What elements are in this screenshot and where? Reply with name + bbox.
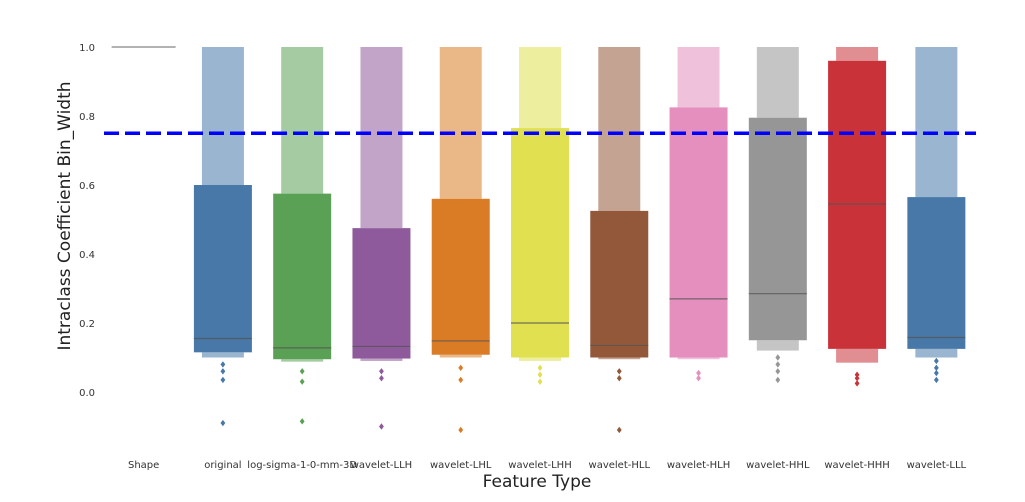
- box-upper-tail: [756, 47, 799, 118]
- outlier-point: [299, 378, 305, 385]
- box-main: [511, 128, 569, 358]
- outlier-point: [458, 376, 464, 384]
- box-main: [352, 228, 411, 359]
- outlier-point: [379, 375, 384, 382]
- y-tick-label: 0.6: [79, 181, 95, 192]
- outlier-point: [775, 354, 781, 361]
- outlier-point: [220, 376, 226, 384]
- x-tick-label: wavelet-HLH: [667, 460, 730, 471]
- outlier-point: [458, 364, 464, 372]
- box-lower-tail: [281, 359, 324, 362]
- outlier-point: [220, 368, 226, 375]
- outlier-point: [537, 371, 543, 378]
- y-axis-label: Intraclass Coefficient Bin_Width: [55, 81, 75, 350]
- box-upper-tail: [281, 47, 324, 194]
- box-lower-tail: [519, 357, 561, 361]
- box-upper-tail: [915, 47, 958, 198]
- box-upper-tail: [201, 47, 244, 185]
- outlier-point: [696, 375, 701, 382]
- box-upper-tail: [439, 47, 482, 199]
- outlier-point: [933, 357, 939, 365]
- y-tick-label: 0.4: [79, 250, 95, 261]
- x-axis-label: Feature Type: [483, 472, 592, 492]
- x-tick-label: log-sigma-1-0-mm-3D: [247, 460, 357, 471]
- x-tick-label: wavelet-LHH: [508, 460, 571, 471]
- outlier-point: [616, 368, 622, 375]
- outlier-point: [379, 423, 384, 430]
- outlier-point: [696, 369, 701, 377]
- outlier-point: [775, 376, 781, 384]
- x-tick-label: wavelet-HHH: [824, 460, 889, 471]
- box-main: [431, 198, 490, 355]
- outlier-point: [299, 368, 305, 375]
- box-lower-tail: [360, 358, 403, 361]
- box-lower-tail: [677, 357, 720, 360]
- y-tick-label: 0.8: [79, 112, 95, 123]
- x-tick-label: wavelet-HHL: [746, 460, 810, 471]
- box-lower-tail: [836, 348, 879, 363]
- box-upper-tail: [519, 47, 561, 129]
- outlier-point: [775, 361, 781, 368]
- outlier-point: [379, 368, 384, 375]
- y-ticks: 0.0 0.2 0.4 0.6 0.8 1.0: [79, 43, 95, 399]
- box-upper-tail: [836, 47, 879, 61]
- outlier-point: [458, 426, 464, 434]
- box-main: [907, 197, 966, 349]
- outlier-point: [537, 364, 543, 372]
- box-lower-tail: [598, 357, 641, 360]
- x-tick-label: wavelet-LHL: [430, 460, 492, 471]
- outlier-point: [854, 375, 860, 382]
- x-tick-label: wavelet-LLH: [351, 460, 413, 471]
- outlier-point: [537, 378, 543, 385]
- outlier-point: [933, 364, 939, 372]
- box-upper-tail: [677, 47, 720, 108]
- box-main: [193, 185, 252, 353]
- x-tick-label: original: [204, 460, 241, 471]
- box-lower-tail: [439, 354, 482, 358]
- box-main: [828, 60, 887, 349]
- box-main: [748, 117, 807, 341]
- box-upper-tail: [360, 47, 403, 229]
- x-tick-label: wavelet-LLL: [907, 460, 967, 471]
- y-tick-label: 0.0: [79, 388, 95, 399]
- box-upper-tail: [598, 47, 641, 211]
- x-tick-label: wavelet-HLL: [589, 460, 651, 471]
- y-tick-label: 0.2: [79, 319, 95, 330]
- outlier-point: [933, 369, 939, 377]
- outlier-point: [299, 418, 305, 425]
- outlier-point: [854, 380, 860, 387]
- x-ticks: Shape original log-sigma-1-0-mm-3Dwavelet-…: [128, 460, 967, 471]
- box-main: [669, 107, 728, 358]
- outlier-point: [775, 368, 781, 375]
- outlier-point: [220, 419, 226, 427]
- outlier-point: [616, 426, 622, 434]
- outlier-point: [220, 361, 226, 368]
- box-main: [590, 210, 649, 358]
- y-tick-label: 1.0: [79, 43, 95, 54]
- outlier-point: [933, 376, 939, 384]
- box-lower-tail: [756, 340, 799, 351]
- box-lower-tail: [201, 352, 244, 358]
- box-lower-tail: [915, 348, 958, 358]
- outlier-point: [616, 375, 622, 382]
- outlier-point: [854, 371, 860, 378]
- x-tick-label: Shape: [128, 460, 159, 471]
- box-main: [273, 193, 332, 360]
- boxes-layer: [111, 46, 966, 434]
